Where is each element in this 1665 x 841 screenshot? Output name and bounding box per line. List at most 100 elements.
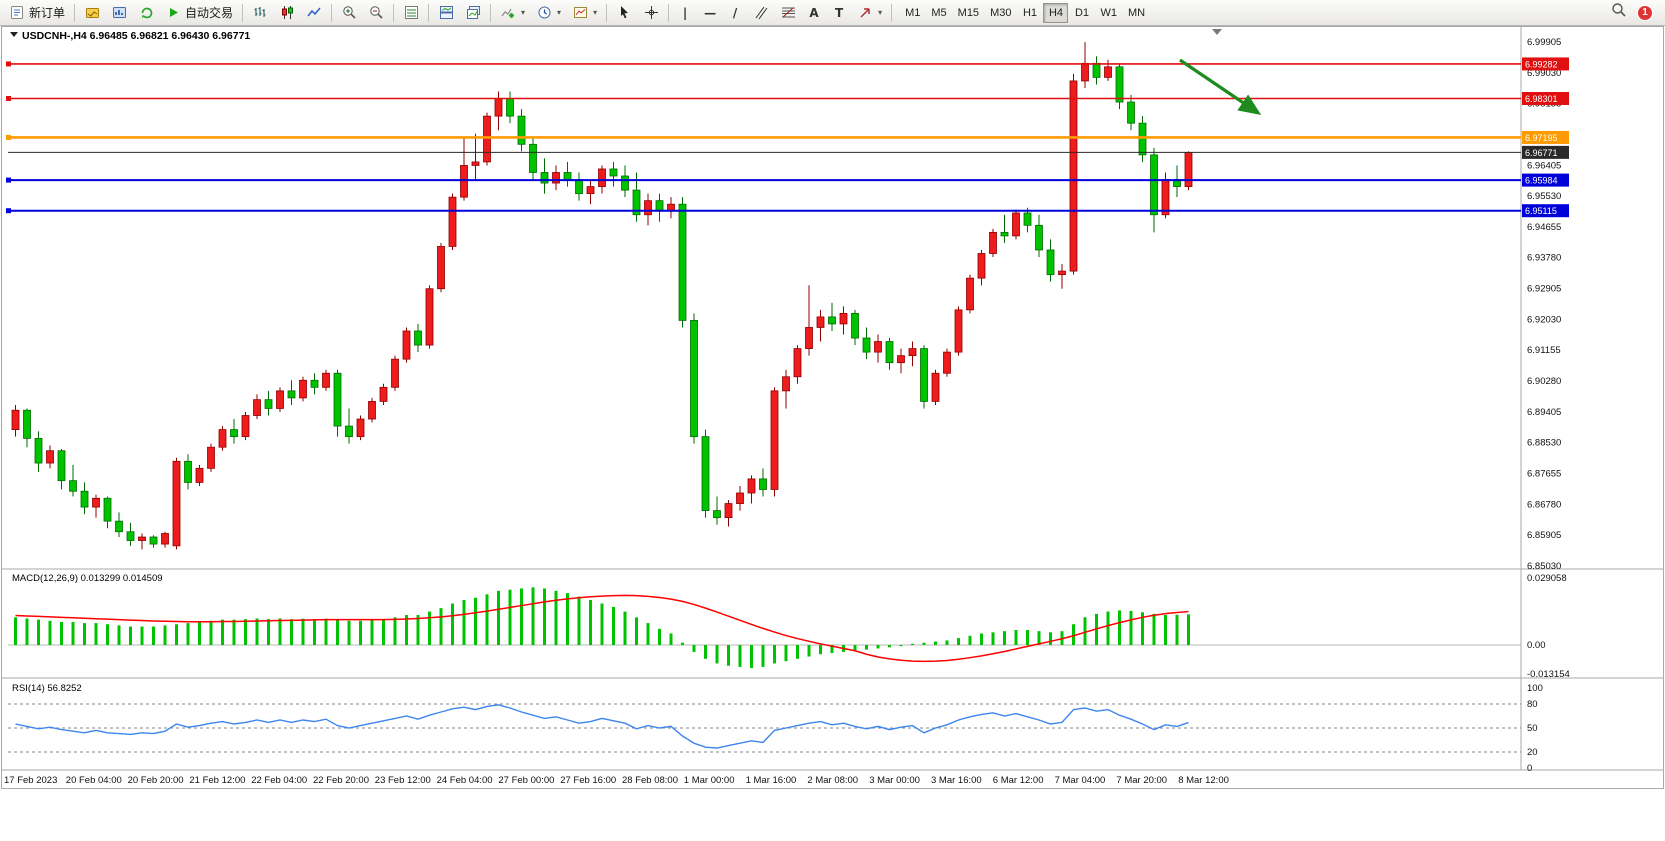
chart-template-button[interactable]: ▾ xyxy=(567,2,602,24)
timeframe-button-d1[interactable]: D1 xyxy=(1069,3,1094,23)
fibonacci-tool-button[interactable] xyxy=(775,2,801,24)
svg-text:7 Mar 04:00: 7 Mar 04:00 xyxy=(1055,775,1106,786)
svg-text:21 Feb 12:00: 21 Feb 12:00 xyxy=(189,775,245,786)
price-level-badges: 6.99282 6.98301 6.97195 6.96771 6.95984 6.951… xyxy=(1522,57,1569,218)
tile-windows-button[interactable] xyxy=(433,2,459,24)
search-icon[interactable] xyxy=(1611,2,1627,23)
cursor-icon xyxy=(616,5,632,21)
horizontal-level-lines[interactable] xyxy=(6,61,1521,214)
candlestick-chart-button[interactable] xyxy=(274,2,300,24)
chart-window[interactable]: 6.999056.990306.981556.972806.964056.955… xyxy=(0,0,1665,790)
svg-text:6.96771: 6.96771 xyxy=(1525,148,1558,158)
bar-chart-button[interactable] xyxy=(247,2,273,24)
text-tool-icon: A xyxy=(809,5,819,20)
cursor-tool-button[interactable] xyxy=(611,2,637,24)
svg-text:6.97195: 6.97195 xyxy=(1525,133,1558,143)
svg-text:22 Feb 04:00: 22 Feb 04:00 xyxy=(251,775,307,786)
svg-text:6.99030: 6.99030 xyxy=(1527,68,1561,79)
timeframe-button-h1[interactable]: H1 xyxy=(1017,3,1042,23)
svg-text:22 Feb 20:00: 22 Feb 20:00 xyxy=(313,775,369,786)
toolbar-separator xyxy=(490,3,492,22)
chart-window-border xyxy=(1,26,1664,789)
terminal-button[interactable] xyxy=(79,2,105,24)
refresh-button[interactable] xyxy=(133,2,159,24)
arrow-shapes-button[interactable]: ▾ xyxy=(852,2,887,24)
svg-text:1 Mar 16:00: 1 Mar 16:00 xyxy=(746,775,797,786)
market-watch-button[interactable] xyxy=(106,2,132,24)
periods-button[interactable]: ▾ xyxy=(531,2,566,24)
svg-text:6.85030: 6.85030 xyxy=(1527,561,1561,572)
svg-text:6.99282: 6.99282 xyxy=(1525,59,1558,69)
svg-text:-0.013154: -0.013154 xyxy=(1527,669,1570,680)
svg-text:6.92905: 6.92905 xyxy=(1527,284,1561,295)
svg-text:20: 20 xyxy=(1527,747,1538,758)
rsi-label: RSI(14) 56.8252 xyxy=(12,683,82,694)
crosshair-tool-button[interactable] xyxy=(638,2,664,24)
auto-trading-button[interactable]: 自动交易 xyxy=(160,2,238,24)
equidistant-channel-icon xyxy=(753,5,769,21)
indicator-list-button[interactable] xyxy=(398,2,424,24)
timeframe-button-m30[interactable]: M30 xyxy=(985,3,1016,23)
svg-text:1 Mar 00:00: 1 Mar 00:00 xyxy=(684,775,735,786)
svg-text:80: 80 xyxy=(1527,699,1538,710)
auto-trading-label: 自动交易 xyxy=(185,6,234,20)
dropdown-arrow-icon: ▾ xyxy=(557,8,562,17)
svg-text:6.95984: 6.95984 xyxy=(1525,176,1558,186)
add-indicator-button[interactable]: ▾ xyxy=(495,2,530,24)
cascade-windows-button[interactable] xyxy=(460,2,486,24)
svg-text:6 Mar 12:00: 6 Mar 12:00 xyxy=(993,775,1044,786)
zoom-out-button[interactable] xyxy=(363,2,389,24)
svg-text:6.99905: 6.99905 xyxy=(1527,37,1561,48)
svg-text:6.85905: 6.85905 xyxy=(1527,530,1561,541)
zoom-in-icon xyxy=(341,5,357,21)
svg-text:6.87655: 6.87655 xyxy=(1527,468,1561,479)
time-scale[interactable]: 17 Feb 2023 20 Feb 04:00 20 Feb 20:00 21 Fe… xyxy=(4,775,1229,786)
svg-text:20 Feb 20:00: 20 Feb 20:00 xyxy=(128,775,184,786)
chart-shift-marker[interactable] xyxy=(1212,29,1222,35)
channel-tool-button[interactable] xyxy=(748,2,774,24)
svg-text:20 Feb 04:00: 20 Feb 04:00 xyxy=(66,775,122,786)
svg-text:6.89405: 6.89405 xyxy=(1527,407,1561,418)
notification-badge[interactable]: 1 xyxy=(1637,4,1653,21)
svg-text:6.91155: 6.91155 xyxy=(1527,345,1561,356)
text-tool-button[interactable]: A xyxy=(802,2,826,24)
timeframe-button-mn[interactable]: MN xyxy=(1123,3,1150,23)
market-watch-icon xyxy=(111,5,127,21)
toolbar-separator xyxy=(242,3,244,22)
svg-text:6.86780: 6.86780 xyxy=(1527,499,1561,510)
new-order-button[interactable]: 新订单 xyxy=(4,2,70,24)
svg-text:100: 100 xyxy=(1527,683,1543,694)
vertical-line-tool-button[interactable]: | xyxy=(673,2,697,24)
macd-label: MACD(12,26,9) 0.013299 0.014509 xyxy=(12,573,163,584)
svg-text:0.029058: 0.029058 xyxy=(1527,573,1567,584)
line-chart-button[interactable] xyxy=(301,2,327,24)
svg-text:3 Mar 16:00: 3 Mar 16:00 xyxy=(931,775,982,786)
timeframe-button-m1[interactable]: M1 xyxy=(900,3,925,23)
svg-text:24 Feb 04:00: 24 Feb 04:00 xyxy=(437,775,493,786)
svg-text:23 Feb 12:00: 23 Feb 12:00 xyxy=(375,775,431,786)
zoom-out-icon xyxy=(368,5,384,21)
toolbar-separator xyxy=(891,3,893,22)
timeframe-button-m15[interactable]: M15 xyxy=(953,3,984,23)
toolbar-right: 1 xyxy=(1611,2,1661,23)
timeframe-button-h4[interactable]: H4 xyxy=(1043,2,1069,23)
toolbar-separator xyxy=(331,3,333,22)
toolbar-separator xyxy=(428,3,430,22)
svg-text:2 Mar 08:00: 2 Mar 08:00 xyxy=(807,775,858,786)
candlestick-series xyxy=(11,42,1193,550)
horizontal-line-tool-button[interactable]: — xyxy=(698,2,722,24)
chart-title: USDCNH-,H4 6.96485 6.96821 6.96430 6.967… xyxy=(22,30,250,42)
svg-text:6.98301: 6.98301 xyxy=(1525,94,1558,104)
svg-text:27 Feb 16:00: 27 Feb 16:00 xyxy=(560,775,616,786)
timeframe-button-m5[interactable]: M5 xyxy=(926,3,951,23)
toolbar-separator xyxy=(606,3,608,22)
text-label-tool-button[interactable]: T xyxy=(827,2,851,24)
trendline-tool-button[interactable]: / xyxy=(723,2,747,24)
zoom-in-button[interactable] xyxy=(336,2,362,24)
timeframe-button-w1[interactable]: W1 xyxy=(1095,3,1122,23)
svg-text:3 Mar 00:00: 3 Mar 00:00 xyxy=(869,775,920,786)
chart-collapse-icon[interactable] xyxy=(10,32,18,37)
svg-text:6.96405: 6.96405 xyxy=(1527,160,1561,171)
trend-arrow-annotation[interactable] xyxy=(1179,58,1262,115)
bar-chart-icon xyxy=(252,5,268,21)
